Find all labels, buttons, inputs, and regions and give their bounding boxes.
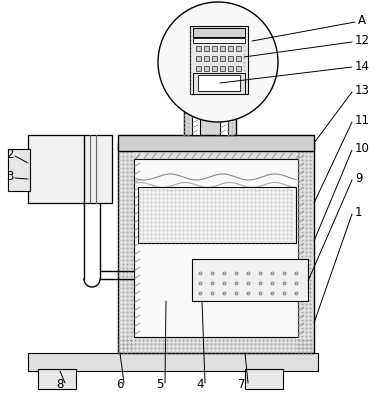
Bar xyxy=(192,259,308,301)
Bar xyxy=(212,66,217,71)
Bar xyxy=(220,46,225,51)
Bar xyxy=(28,135,112,203)
Text: A: A xyxy=(358,14,366,28)
Bar xyxy=(228,56,233,61)
Text: 1: 1 xyxy=(355,207,363,219)
Bar xyxy=(204,46,209,51)
Text: 8: 8 xyxy=(56,379,64,391)
Bar xyxy=(220,56,225,61)
Text: 5: 5 xyxy=(156,379,164,391)
Bar xyxy=(8,149,30,191)
Bar xyxy=(190,26,248,94)
Bar xyxy=(193,38,245,43)
Text: 10: 10 xyxy=(355,142,370,156)
Bar xyxy=(212,56,217,61)
Bar xyxy=(228,46,233,51)
Bar xyxy=(118,143,314,353)
Bar xyxy=(228,66,233,71)
Bar xyxy=(28,353,318,371)
Circle shape xyxy=(158,2,278,122)
Bar xyxy=(236,66,241,71)
Text: 6: 6 xyxy=(116,379,124,391)
Bar xyxy=(198,75,240,91)
Bar xyxy=(220,95,228,135)
Bar xyxy=(138,187,296,243)
Text: 9: 9 xyxy=(355,172,363,186)
Text: 3: 3 xyxy=(6,170,13,184)
Bar xyxy=(192,95,200,135)
Text: 12: 12 xyxy=(355,34,370,47)
Text: 13: 13 xyxy=(355,85,370,97)
Bar xyxy=(236,46,241,51)
Bar xyxy=(184,95,236,135)
Bar xyxy=(236,56,241,61)
Bar xyxy=(193,73,245,94)
Text: 7: 7 xyxy=(238,379,246,391)
Bar xyxy=(204,56,209,61)
Text: 4: 4 xyxy=(196,379,204,391)
Bar xyxy=(196,56,201,61)
Bar xyxy=(196,46,201,51)
Text: 2: 2 xyxy=(6,148,14,162)
Bar xyxy=(245,369,283,389)
Bar xyxy=(212,46,217,51)
Bar xyxy=(193,28,245,37)
Bar xyxy=(220,66,225,71)
Bar xyxy=(196,66,201,71)
Bar xyxy=(198,79,222,95)
Bar xyxy=(134,159,298,337)
Bar xyxy=(118,135,314,151)
Bar xyxy=(204,66,209,71)
Text: 14: 14 xyxy=(355,59,370,73)
Text: 11: 11 xyxy=(355,115,370,128)
Bar xyxy=(38,369,76,389)
